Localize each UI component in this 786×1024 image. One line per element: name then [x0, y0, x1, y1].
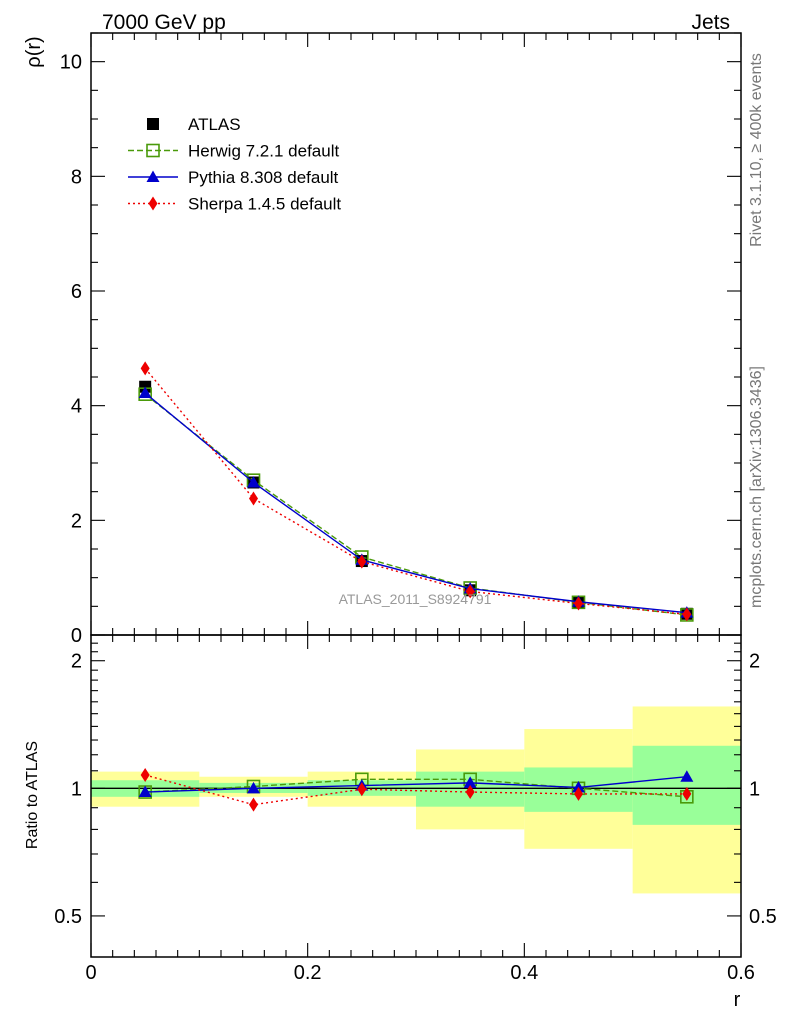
x-tick-label: 0.6	[727, 962, 755, 984]
rivet-version-label: Rivet 3.1.10, ≥ 400k events	[748, 53, 765, 247]
legend-marker-swatch	[147, 118, 159, 130]
x-tick-label: 0.4	[510, 962, 538, 984]
legend-label: Pythia 8.308 default	[188, 168, 339, 187]
ratio-y-tick-label-right: 0.5	[749, 906, 777, 928]
stat-uncertainty-band	[632, 745, 741, 825]
ratio-point-sherpa-1-4-5-default	[465, 785, 475, 800]
main-point-sherpa-1-4-5-default	[465, 584, 475, 599]
ratio-y-tick-label-left: 0.5	[54, 906, 82, 928]
main-line-sherpa-1-4-5-default	[144, 367, 687, 616]
legend-entry-atlas: ATLAS	[147, 115, 241, 134]
ratio-point-pythia-8-308-default	[572, 780, 585, 793]
axis-tick-labels: 0 2 4 6 8 10 0 0.2 0.4 0.6 0.5 0.5 1 1 2 2	[54, 52, 777, 984]
ratio-uncertainty-bands	[91, 706, 741, 894]
main-point-sherpa-1-4-5-default	[140, 361, 150, 376]
ratio-point-pythia-8-308-default	[247, 781, 260, 794]
ratio-y-axis-title: Ratio to ATLAS	[24, 741, 41, 849]
legend-label: Herwig 7.2.1 default	[188, 142, 339, 161]
ratio-point-sherpa-1-4-5-default	[249, 797, 258, 812]
legend-entry-sherpa-1-4-5-default: Sherpa 1.4.5 default	[128, 195, 341, 214]
main-y-tick-label: 4	[71, 396, 82, 418]
x-tick-label: 0.2	[294, 962, 322, 984]
ratio-line-sherpa-1-4-5-default	[144, 774, 687, 806]
legend-marker-swatch	[146, 143, 160, 158]
main-y-tick-label: 10	[60, 52, 82, 74]
main-y-tick-label: 2	[71, 510, 82, 532]
ratio-point-pythia-8-308-default	[138, 785, 152, 798]
legend-entry-pythia-8-308-default: Pythia 8.308 default	[128, 168, 339, 187]
header-left-label: 7000 GeV pp	[102, 11, 226, 34]
main-plot-series	[138, 361, 694, 622]
legend-marker-swatch	[148, 196, 158, 211]
ratio-point-sherpa-1-4-5-default	[140, 768, 150, 783]
main-series-pythia-8-308-default	[138, 386, 694, 618]
ratio-series-sherpa-1-4-5-default	[140, 768, 692, 812]
ratio-y-tick-label-left: 2	[71, 651, 82, 673]
x-tick-label: 0	[85, 962, 96, 984]
main-series-atlas	[139, 380, 693, 620]
ratio-line-pythia-8-308-default	[145, 776, 687, 793]
header-right-label: Jets	[691, 11, 730, 34]
main-point-sherpa-1-4-5-default	[357, 554, 367, 569]
mcplots-source-label: mcplots.cern.ch [arXiv:1306.3436]	[748, 366, 765, 608]
ratio-point-sherpa-1-4-5-default	[682, 786, 692, 801]
axis-ticks	[90, 32, 742, 957]
main-point-pythia-8-308-default	[247, 475, 260, 488]
ratio-line-herwig-7-2-1-default	[145, 778, 687, 798]
ratio-plot-series	[138, 768, 694, 812]
main-point-sherpa-1-4-5-default	[574, 596, 583, 611]
main-y-tick-label: 0	[71, 625, 82, 647]
ratio-point-sherpa-1-4-5-default	[574, 786, 583, 801]
main-point-pythia-8-308-default	[138, 386, 152, 399]
main-line-pythia-8-308-default	[144, 392, 687, 614]
main-line-herwig-7-2-1-default	[144, 393, 687, 616]
main-series-sherpa-1-4-5-default	[140, 361, 692, 622]
legend-entry-herwig-7-2-1-default: Herwig 7.2.1 default	[128, 142, 339, 161]
ratio-point-pythia-8-308-default	[463, 776, 477, 788]
analysis-id-watermark: ATLAS_2011_S8924791	[339, 591, 492, 607]
legend-marker-swatch	[146, 170, 160, 182]
ratio-y-tick-label-right: 1	[749, 778, 760, 800]
main-series-herwig-7-2-1-default	[138, 387, 694, 622]
ratio-y-tick-label-right: 2	[749, 651, 760, 673]
main-y-tick-label: 6	[71, 281, 82, 303]
x-axis-title: r	[734, 989, 741, 1011]
legend-label: Sherpa 1.4.5 default	[188, 195, 341, 214]
main-point-sherpa-1-4-5-default	[249, 491, 258, 506]
ratio-point-sherpa-1-4-5-default	[357, 782, 367, 797]
ratio-y-tick-label-left: 1	[71, 778, 82, 800]
main-y-tick-label: 8	[71, 166, 82, 188]
legend-label: ATLAS	[188, 115, 241, 134]
ratio-point-pythia-8-308-default	[680, 770, 694, 782]
main-point-sherpa-1-4-5-default	[682, 607, 692, 622]
main-y-axis-title: ρ(r)	[23, 36, 45, 67]
legend: ATLAS Herwig 7.2.1 default Pythia 8.308 de…	[128, 115, 341, 214]
